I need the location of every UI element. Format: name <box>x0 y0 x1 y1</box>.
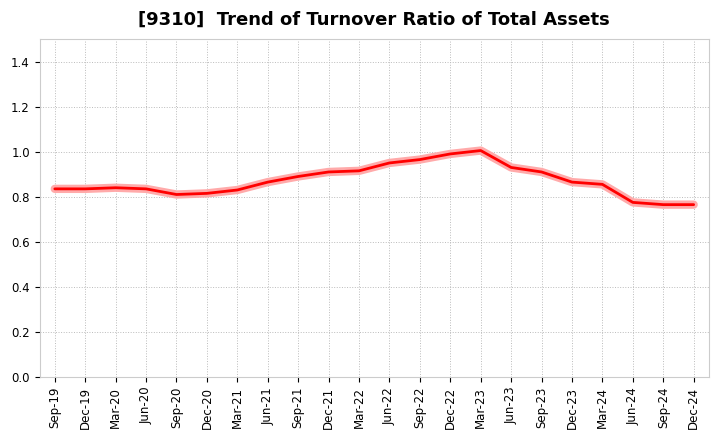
Title: [9310]  Trend of Turnover Ratio of Total Assets: [9310] Trend of Turnover Ratio of Total … <box>138 11 610 29</box>
